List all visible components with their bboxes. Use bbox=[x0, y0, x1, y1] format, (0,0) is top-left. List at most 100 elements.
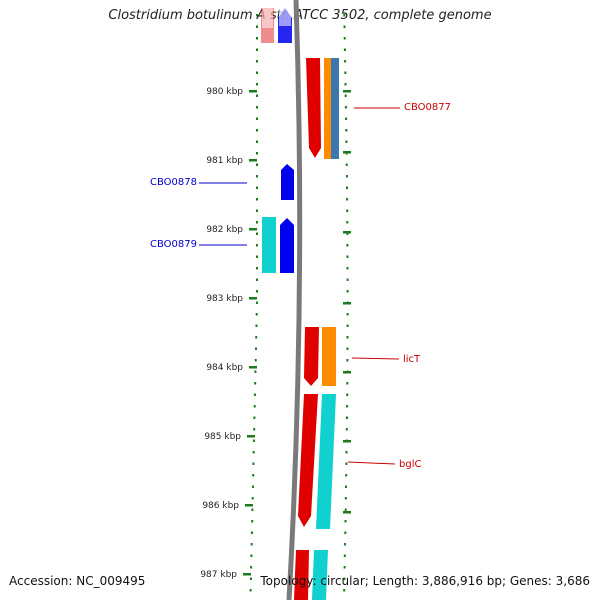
minor-tick bbox=[343, 554, 346, 557]
feature-bglc-red[interactable] bbox=[298, 394, 318, 527]
label-lict[interactable]: licT bbox=[403, 354, 421, 365]
minor-tick bbox=[256, 290, 258, 293]
minor-tick bbox=[256, 60, 258, 63]
minor-tick bbox=[251, 485, 254, 488]
feature-cbo0877-steelblue[interactable] bbox=[331, 58, 339, 159]
minor-tick bbox=[346, 416, 348, 419]
minor-tick bbox=[256, 25, 258, 28]
minor-tick bbox=[253, 393, 256, 396]
minor-tick bbox=[344, 83, 347, 86]
minor-tick bbox=[256, 71, 258, 74]
minor-tick bbox=[253, 405, 256, 408]
feature-cbo0877-red[interactable] bbox=[306, 58, 321, 158]
minor-tick bbox=[256, 175, 258, 178]
minor-tick bbox=[343, 566, 346, 569]
minor-tick bbox=[256, 117, 258, 120]
minor-tick bbox=[251, 497, 254, 500]
minor-tick bbox=[256, 106, 258, 109]
minor-tick bbox=[250, 531, 253, 534]
minor-tick bbox=[343, 589, 346, 592]
feature-top-faded-pink[interactable] bbox=[262, 8, 273, 28]
minor-tick bbox=[256, 83, 258, 86]
minor-tick bbox=[345, 428, 348, 431]
label-cbo0878[interactable]: CBO0878 bbox=[150, 177, 197, 188]
minor-tick bbox=[251, 508, 254, 511]
minor-tick bbox=[346, 209, 349, 212]
label-bglc[interactable]: bglC bbox=[399, 459, 421, 470]
minor-tick bbox=[344, 520, 347, 523]
minor-tick bbox=[346, 244, 349, 247]
minor-tick bbox=[346, 313, 349, 316]
minor-tick bbox=[344, 543, 347, 546]
minor-tick bbox=[255, 336, 258, 339]
minor-tick bbox=[256, 140, 258, 143]
feature-bglc-cyan[interactable] bbox=[316, 394, 336, 529]
minor-tick bbox=[250, 566, 253, 569]
feature-bottom-cyan[interactable] bbox=[312, 550, 328, 600]
minor-tick bbox=[346, 186, 348, 189]
feature-lict-orange[interactable] bbox=[322, 327, 336, 386]
minor-tick bbox=[346, 198, 349, 201]
major-tick-mark-right bbox=[343, 90, 351, 93]
label-cbo0877[interactable]: CBO0877 bbox=[404, 102, 451, 113]
leader-bglc bbox=[347, 461, 396, 465]
major-tick-label: 984 kbp bbox=[206, 363, 243, 373]
minor-tick bbox=[249, 589, 252, 592]
minor-tick bbox=[345, 485, 347, 488]
major-tick-label: 982 kbp bbox=[206, 225, 243, 235]
feature-cbo0877-orange[interactable] bbox=[324, 58, 331, 159]
minor-tick bbox=[346, 405, 349, 408]
minor-tick bbox=[343, 37, 346, 40]
minor-tick bbox=[256, 244, 258, 247]
minor-tick bbox=[254, 382, 257, 385]
label-cbo0879[interactable]: CBO0879 bbox=[150, 239, 197, 250]
minor-tick bbox=[345, 451, 348, 454]
minor-tick bbox=[343, 48, 346, 51]
minor-tick bbox=[255, 324, 258, 327]
major-tick-mark bbox=[249, 366, 257, 369]
major-tick-mark-right bbox=[343, 440, 351, 443]
minor-tick bbox=[344, 60, 347, 63]
minor-tick bbox=[249, 577, 252, 580]
major-tick-label: 983 kbp bbox=[206, 294, 243, 304]
minor-tick bbox=[345, 474, 348, 477]
minor-tick bbox=[346, 359, 349, 362]
feature-cbo0878-blue[interactable] bbox=[281, 164, 294, 200]
minor-tick bbox=[343, 14, 346, 17]
minor-tick bbox=[256, 152, 258, 155]
genome-backbone bbox=[286, 0, 303, 600]
minor-tick bbox=[346, 336, 349, 339]
minor-tick bbox=[255, 313, 258, 316]
minor-ticks-left bbox=[249, 14, 258, 592]
major-tick-mark bbox=[245, 504, 253, 507]
minor-tick bbox=[250, 554, 253, 557]
minor-tick bbox=[256, 94, 258, 97]
minor-tick bbox=[346, 221, 349, 224]
leader-lict bbox=[351, 357, 400, 360]
major-tick-label: 986 kbp bbox=[202, 501, 239, 511]
major-tick-label: 987 kbp bbox=[200, 570, 237, 580]
major-tick-label: 981 kbp bbox=[206, 156, 243, 166]
major-tick-mark bbox=[249, 228, 257, 231]
minor-tick bbox=[255, 347, 257, 350]
major-tick-label: 980 kbp bbox=[206, 87, 243, 97]
minor-tick bbox=[254, 370, 257, 373]
feature-cbo0879-cyan[interactable] bbox=[262, 217, 276, 273]
minor-tick bbox=[254, 359, 257, 362]
feature-bottom-red[interactable] bbox=[294, 550, 309, 600]
feature-cbo0879-blue[interactable] bbox=[280, 218, 294, 273]
feature-top-blue-fade[interactable] bbox=[279, 8, 291, 26]
minor-tick bbox=[346, 290, 349, 293]
minor-tick bbox=[345, 117, 348, 120]
minor-tick bbox=[346, 347, 349, 350]
minor-tick bbox=[256, 198, 258, 201]
minor-tick bbox=[345, 462, 348, 465]
major-tick-mark-right bbox=[343, 511, 351, 514]
major-tick-mark bbox=[249, 159, 257, 162]
minor-tick bbox=[345, 129, 348, 132]
feature-lict-red[interactable] bbox=[304, 327, 319, 386]
minor-tick bbox=[250, 543, 253, 546]
major-tick-mark bbox=[247, 435, 255, 438]
minor-tick bbox=[256, 232, 258, 235]
